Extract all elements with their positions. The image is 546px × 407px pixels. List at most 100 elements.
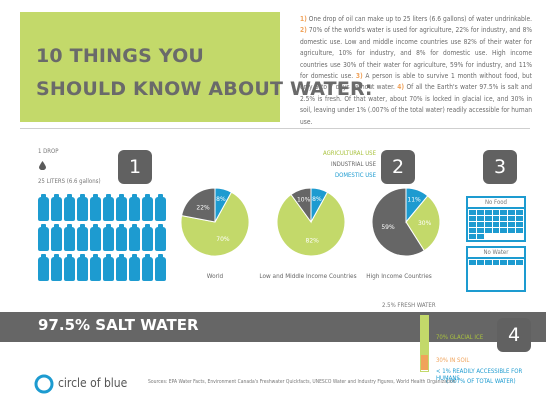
bottle-icon: [116, 224, 127, 251]
facts-paragraph: 1) One drop of oil can make up to 25 lit…: [300, 14, 532, 128]
calendar-day: [469, 210, 476, 215]
pie-slice: [181, 187, 216, 223]
calendar-day: [500, 222, 508, 227]
calendar-day: [516, 284, 523, 289]
calendar-day: [484, 278, 492, 283]
bottle-icon: [142, 224, 153, 251]
calendar-day: [492, 234, 500, 239]
calendar-no-water: No Water: [466, 246, 526, 292]
page-title: 10 THINGS YOU SHOULD KNOW ABOUT WATER:: [36, 40, 373, 106]
pie-caption-high: High Income Countries: [366, 272, 432, 280]
bottle-icon: [64, 224, 75, 251]
bottle-icon: [77, 224, 88, 251]
liters-label: 25 LITERS (6.6 gallons): [38, 178, 101, 185]
calendar-day: [492, 228, 500, 233]
divider: [20, 128, 530, 129]
fresh-water-label: 2.5% FRESH WATER: [382, 302, 436, 309]
pie-slice: [405, 195, 441, 252]
bottle-icon: [77, 254, 88, 281]
calendar-day: [500, 210, 508, 215]
pie-caption-world: World: [206, 272, 224, 280]
calendar-day: [492, 222, 500, 227]
fact-number: 4): [397, 83, 405, 92]
pie-slice-label: 8%: [312, 196, 322, 203]
pie-slice-label: 22%: [196, 205, 210, 212]
bottle-icon: [64, 254, 75, 281]
calendar-no-water-days: [468, 259, 524, 290]
section-4-badge: 4: [497, 318, 531, 352]
bottle-icon: [51, 224, 62, 251]
bottle-icon: [142, 194, 153, 221]
calendar-day: [476, 216, 484, 221]
bottle-icon: [51, 254, 62, 281]
bottle-icon: [90, 224, 101, 251]
legend-agricultural: AGRICULTURAL USE: [323, 150, 376, 157]
pie-slice-label: 82%: [306, 238, 320, 245]
drop-label: 1 DROP: [38, 148, 59, 155]
pie-slice: [214, 187, 233, 223]
calendar-day: [508, 278, 516, 283]
calendar-day: [484, 210, 492, 215]
bottle-icon: [129, 254, 140, 281]
bottle-icon: [38, 254, 49, 281]
calendar-day: [500, 228, 508, 233]
calendar-day: [484, 260, 492, 265]
bottle-icon: [129, 224, 140, 251]
salt-water-label: 97.5% SALT WATER: [38, 316, 199, 334]
section-2-badge: 2: [381, 150, 415, 184]
calendar-day: [492, 284, 500, 289]
calendar-day: [492, 210, 500, 215]
fact-number: 2): [300, 26, 307, 35]
water-use-pies: 70%22%8%82%10% 8%30%59%11%: [180, 187, 441, 256]
bottle-icon: [155, 254, 166, 281]
fact-text: Of all the Earth's water 97.5% is salt a…: [300, 83, 533, 126]
pie-slice: [405, 187, 429, 224]
calendar-day: [484, 234, 492, 239]
bottle-icon: [155, 224, 166, 251]
water-drop-icon: [39, 161, 46, 170]
calendar-day: [516, 222, 523, 227]
calendar-day: [469, 266, 476, 271]
calendar-day: [469, 216, 476, 221]
fresh-water-bar: [420, 315, 429, 372]
bottle-grid: [38, 193, 166, 283]
calendar-day: [476, 278, 484, 283]
glacial-ice-label: 70% GLACIAL ICE: [436, 334, 484, 341]
calendar-day: [508, 228, 516, 233]
pie-slice: [310, 187, 329, 223]
pie-slice-label: 10%: [297, 196, 311, 203]
title-box: [20, 12, 280, 122]
fact-text: One drop of oil can make up to 25 liters…: [306, 15, 532, 23]
calendar-day: [500, 216, 508, 221]
calendar-day: [469, 222, 476, 227]
bottle-icon: [38, 194, 49, 221]
bottle-icon: [142, 254, 153, 281]
circle-of-blue-logo: [34, 374, 54, 394]
calendar-day: [469, 272, 476, 277]
calendar-day: [500, 272, 508, 277]
section-3-badge: 3: [483, 150, 517, 184]
bottle-icon: [103, 194, 114, 221]
section-1-badge: 1: [118, 150, 152, 184]
title-line-1: 10 THINGS YOU: [36, 45, 205, 67]
pie-slice: [180, 191, 250, 256]
calendar-day: [516, 266, 523, 271]
calendar-day: [516, 260, 523, 265]
pie-slice-label: 11%: [407, 197, 421, 204]
calendar-day: [508, 260, 516, 265]
bottle-icon: [103, 224, 114, 251]
soil-fill: [421, 355, 428, 370]
calendar-day: [508, 222, 516, 227]
calendar-day: [484, 266, 492, 271]
calendar-day: [508, 234, 516, 239]
calendar-no-food-header: No Food: [468, 198, 524, 209]
calendar-day: [492, 272, 500, 277]
calendar-day: [469, 260, 476, 265]
calendar-day: [476, 234, 484, 239]
fact-text: A person is able to survive 1 month with…: [300, 72, 532, 92]
bottle-icon: [38, 224, 49, 251]
calendar-day: [469, 278, 476, 283]
calendar-day: [508, 216, 516, 221]
bottle-icon: [51, 194, 62, 221]
calendar-day: [500, 234, 508, 239]
